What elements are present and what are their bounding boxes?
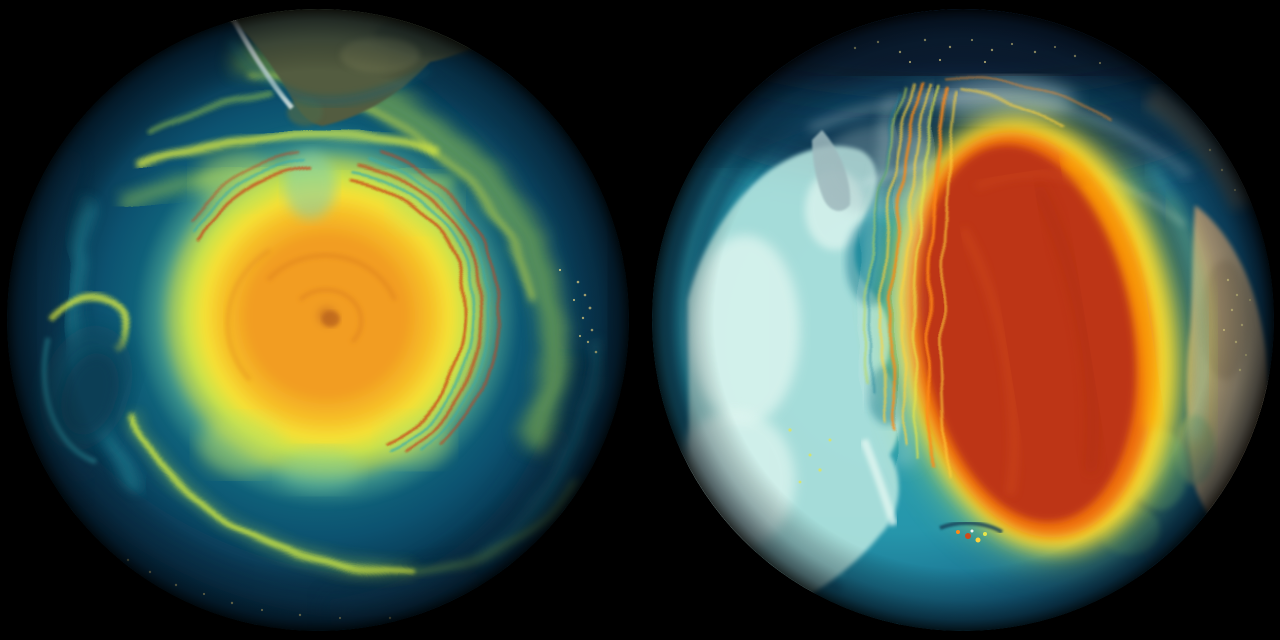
right-limb-shading <box>652 9 1274 631</box>
left-globe <box>7 9 629 631</box>
left-limb-shading <box>7 9 629 631</box>
right-globe <box>652 9 1274 631</box>
